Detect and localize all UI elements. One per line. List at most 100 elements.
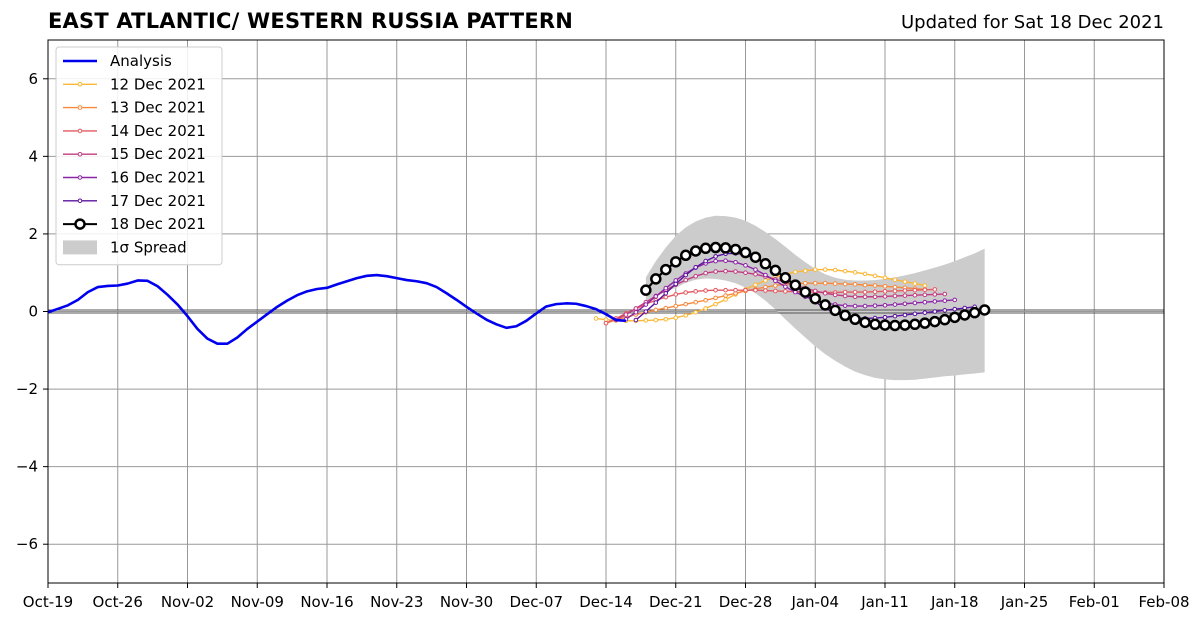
data-point <box>842 268 848 274</box>
legend-label: Analysis <box>110 52 172 70</box>
data-point <box>643 309 649 314</box>
data-point <box>783 289 788 294</box>
data-point <box>842 293 848 299</box>
x-tick-label: Nov-16 <box>300 593 353 611</box>
data-point <box>683 313 689 318</box>
data-point <box>623 312 629 317</box>
x-tick-label: Jan-04 <box>790 593 839 611</box>
data-point <box>753 282 758 288</box>
data-point <box>653 317 659 323</box>
data-point <box>713 254 718 259</box>
data-point <box>852 294 858 300</box>
data-point <box>932 309 938 314</box>
legend-entry: Analysis <box>63 52 172 70</box>
data-point <box>822 280 828 286</box>
data-point <box>872 294 878 300</box>
legend-entry: 14 Dec 2021 <box>63 122 206 140</box>
data-point <box>789 279 802 291</box>
data-point <box>593 316 599 321</box>
y-tick-label: 0 <box>28 303 38 321</box>
data-point <box>660 263 672 276</box>
legend-label: 13 Dec 2021 <box>110 99 206 117</box>
data-point <box>968 306 981 319</box>
series-line <box>595 268 925 322</box>
data-point <box>862 289 868 295</box>
data-point <box>882 294 888 299</box>
legend-marker <box>77 198 83 204</box>
data-point <box>779 272 792 284</box>
data-point <box>663 290 669 296</box>
data-point <box>892 313 898 319</box>
data-point <box>713 301 718 307</box>
data-point <box>919 317 931 329</box>
x-tick-label: Dec-14 <box>579 593 633 611</box>
data-point <box>932 299 938 304</box>
y-tick-label: −2 <box>16 380 38 398</box>
data-point <box>922 292 928 298</box>
data-point <box>723 268 728 274</box>
legend-label: 18 Dec 2021 <box>110 215 206 233</box>
data-point <box>739 246 752 259</box>
data-point <box>882 302 888 308</box>
data-point <box>753 267 758 272</box>
data-point <box>640 284 652 296</box>
legend-marker <box>74 218 86 230</box>
data-point <box>862 282 868 288</box>
legend-entry: 1σ Spread <box>63 238 187 256</box>
y-tick-label: 6 <box>28 70 38 88</box>
data-point <box>693 299 698 305</box>
data-point <box>882 283 888 289</box>
data-point <box>922 310 928 315</box>
y-tick-label: −6 <box>16 535 38 553</box>
data-point <box>679 249 692 262</box>
legend-entry: 13 Dec 2021 <box>63 99 206 117</box>
data-point <box>749 251 762 263</box>
data-point <box>819 299 831 311</box>
data-point <box>663 285 669 291</box>
data-point <box>942 308 948 313</box>
x-tick-label: Feb-01 <box>1069 593 1120 611</box>
data-point <box>713 295 718 301</box>
x-tick-label: Dec-07 <box>509 593 563 611</box>
x-tick-label: Dec-21 <box>649 593 703 611</box>
legend-marker <box>77 151 83 157</box>
data-point <box>653 300 659 305</box>
data-point <box>670 256 682 268</box>
data-point <box>852 270 858 275</box>
data-point <box>892 293 898 299</box>
x-tick-label: Nov-09 <box>231 593 284 611</box>
data-point <box>922 283 928 288</box>
data-point <box>703 288 708 293</box>
data-point <box>653 294 659 299</box>
data-point <box>892 277 898 282</box>
data-point <box>939 313 951 326</box>
data-point <box>832 281 838 286</box>
legend-entry: 16 Dec 2021 <box>63 169 206 187</box>
chart-title: EAST ATLANTIC/ WESTERN RUSSIA PATTERN <box>48 9 574 33</box>
data-point <box>869 318 881 331</box>
data-point <box>663 305 669 311</box>
data-point <box>650 273 662 285</box>
x-tick-label: Oct-19 <box>23 593 73 611</box>
x-tick-label: Nov-23 <box>370 593 423 611</box>
data-point <box>862 303 868 309</box>
data-point <box>859 316 871 329</box>
legend-marker <box>77 128 83 134</box>
data-point <box>978 304 991 316</box>
x-tick-label: Oct-26 <box>93 593 143 611</box>
legend-swatch <box>63 240 97 255</box>
data-point <box>802 280 808 286</box>
data-point <box>773 283 778 288</box>
data-point <box>958 309 971 321</box>
legend-label: 15 Dec 2021 <box>110 145 206 163</box>
data-point <box>699 242 712 255</box>
data-point <box>703 297 708 303</box>
data-point <box>912 292 918 298</box>
data-point <box>663 294 669 300</box>
data-point <box>872 283 878 288</box>
data-point <box>922 299 928 305</box>
data-point <box>802 268 808 274</box>
series-forecast-18-dec-2021 <box>640 241 991 332</box>
data-point <box>929 315 941 328</box>
